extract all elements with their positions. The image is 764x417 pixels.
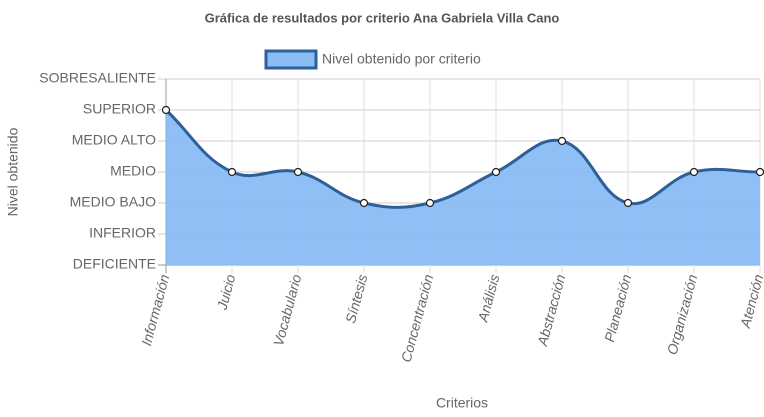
point — [755, 167, 764, 177]
y-tick-label: INFERIOR — [89, 225, 156, 241]
line — [164, 108, 761, 209]
y-tick-label: SOBRESALIENTE — [39, 70, 156, 86]
x-tick-label: Vocabulario — [270, 272, 305, 347]
x-tick-label: Planeación — [601, 272, 634, 343]
point — [557, 136, 567, 146]
point — [491, 167, 501, 177]
x-tick-label: Síntesis — [342, 273, 370, 325]
point — [623, 198, 633, 208]
x-tick-label: Organización — [664, 272, 701, 356]
point — [689, 167, 699, 177]
y-tick-label: DEFICIENTE — [73, 256, 156, 272]
x-tick-label: Abstracción — [534, 272, 569, 348]
point — [425, 198, 435, 208]
chart-title: Gráfica de resultados por criterio Ana G… — [205, 10, 560, 25]
point — [227, 167, 237, 177]
y-axis-title: Nivel obtenido — [5, 127, 21, 216]
point — [359, 198, 369, 208]
x-tick-label: Atención — [737, 272, 764, 330]
area — [166, 110, 760, 265]
y-tick-label: MEDIO ALTO — [72, 132, 156, 148]
y-tick-label: MEDIO — [110, 163, 156, 179]
x-tick-label: Juicio — [213, 272, 238, 312]
point — [293, 167, 303, 177]
x-axis-title: Criterios — [436, 395, 488, 411]
point — [161, 105, 171, 115]
y-tick-label: MEDIO BAJO — [70, 194, 156, 210]
x-tick-label: Análisis — [474, 273, 502, 325]
legend-label: Nivel obtenido por criterio — [322, 51, 481, 67]
y-tick-label: SUPERIOR — [83, 101, 156, 117]
x-tick-label: Información — [138, 272, 172, 347]
legend-swatch — [264, 49, 318, 70]
x-tick-label: Concentración — [398, 272, 437, 364]
